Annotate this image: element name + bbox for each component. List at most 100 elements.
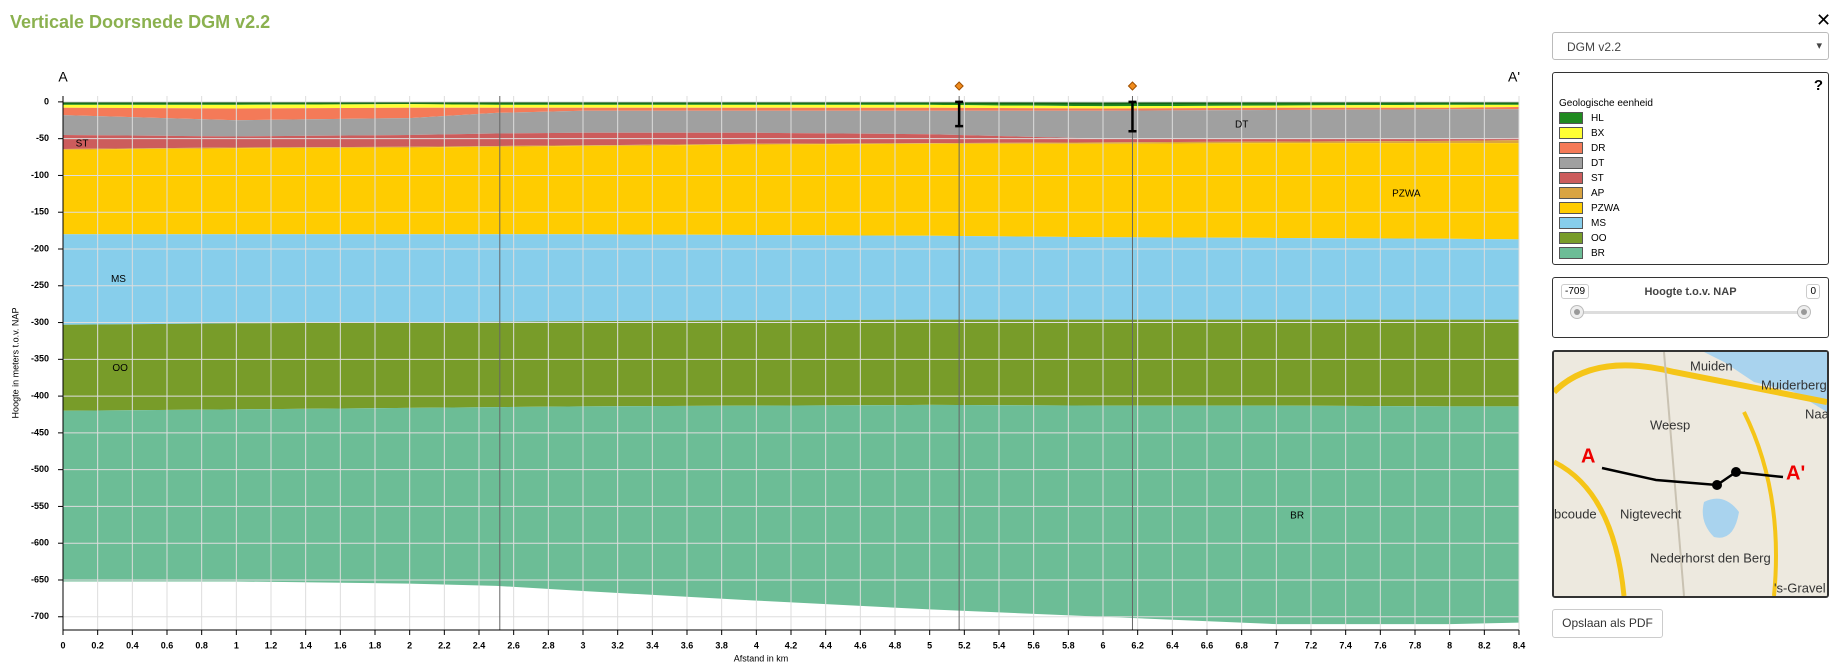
x-tick-label: 7.8	[1409, 640, 1422, 650]
slider-max[interactable]: 0	[1806, 284, 1820, 299]
legend-label: HL	[1591, 113, 1604, 124]
section-point	[1712, 480, 1722, 490]
map[interactable]: A A' Muiden Muiderberg Naa Weesp bcoude …	[1552, 350, 1829, 598]
x-tick-label: 0.8	[195, 640, 208, 650]
x-tick-label: 7.2	[1305, 640, 1318, 650]
slider-knob[interactable]	[1570, 305, 1584, 319]
slider-label: Hoogte t.o.v. NAP	[1644, 286, 1737, 298]
y-tick-label: -200	[31, 243, 49, 253]
layer-label: ST	[76, 138, 89, 149]
layer-label: DT	[1235, 119, 1248, 130]
place-label: bcoude	[1554, 506, 1597, 521]
x-tick-label: 3.4	[646, 640, 659, 650]
slider-track	[1577, 311, 1804, 314]
legend-entry: PZWA	[1559, 202, 1620, 216]
legend-label: MS	[1591, 218, 1606, 229]
place-label: Weesp	[1650, 417, 1690, 432]
legend-swatch	[1559, 142, 1583, 155]
legend-label: PZWA	[1591, 203, 1620, 214]
y-tick-label: -300	[31, 317, 49, 327]
legend-entry: HL	[1559, 112, 1604, 126]
x-tick-label: 7.6	[1374, 640, 1387, 650]
x-tick-label: 0	[60, 640, 65, 650]
legend-entry: ST	[1559, 172, 1604, 186]
legend-swatch	[1559, 172, 1583, 185]
y-tick-label: -700	[31, 611, 49, 621]
y-tick-label: -550	[31, 501, 49, 511]
height-filter: -709 Hoogte t.o.v. NAP 0	[1552, 277, 1829, 338]
legend-entry: MS	[1559, 217, 1606, 231]
legend-label: AP	[1591, 188, 1605, 199]
save-pdf-button[interactable]: Opslaan als PDF	[1552, 609, 1663, 638]
layer-label: OO	[112, 363, 128, 374]
y-axis-label: Hoogte in meters t.o.v. NAP	[10, 308, 20, 419]
place-label: Nederhorst den Berg	[1650, 550, 1771, 565]
page-title: Verticale Doorsnede DGM v2.2	[10, 12, 271, 32]
borehole-marker	[954, 81, 964, 91]
x-tick-label: 3.2	[611, 640, 624, 650]
legend-swatch	[1559, 247, 1583, 260]
legend-entry: DR	[1559, 142, 1605, 156]
x-tick-label: 5	[927, 640, 932, 650]
legend-swatch	[1559, 202, 1583, 215]
road	[1554, 459, 1627, 596]
map-start: A	[1581, 445, 1595, 467]
y-tick-label: -50	[36, 133, 49, 143]
x-tick-label: 4.2	[785, 640, 798, 650]
legend-swatch	[1559, 112, 1583, 125]
help-button[interactable]: ?	[1813, 77, 1823, 94]
slider-knob[interactable]	[1797, 305, 1811, 319]
x-tick-label: 0.4	[126, 640, 139, 650]
place-label: Muiden	[1690, 358, 1733, 373]
x-tick-label: 5.8	[1062, 640, 1075, 650]
x-tick-label: 6	[1100, 640, 1105, 650]
x-tick-label: 4.8	[889, 640, 902, 650]
place-label: Nigtevecht	[1620, 506, 1682, 521]
x-tick-label: 2.8	[542, 640, 555, 650]
borehole-marker	[1127, 81, 1138, 91]
x-tick-label: 6.2	[1131, 640, 1144, 650]
legend-label: DT	[1591, 158, 1605, 169]
road	[1554, 362, 1827, 405]
grid	[62, 96, 1520, 630]
borehole	[955, 100, 964, 128]
road	[1663, 352, 1685, 596]
slider-min[interactable]: -709	[1561, 284, 1590, 299]
close-button[interactable]: ✕	[1816, 10, 1832, 30]
x-tick-label: 2	[407, 640, 412, 650]
x-tick-label: 5.4	[993, 640, 1006, 650]
legend-label: DR	[1591, 143, 1606, 154]
legend: ? Geologische eenheid HL BX DR DT ST AP PZWA MS…	[1552, 72, 1829, 265]
y-tick-label: -500	[31, 464, 49, 474]
y-tick-label: -250	[31, 280, 49, 290]
x-tick-label: 1	[234, 640, 239, 650]
borehole	[1128, 100, 1137, 133]
x-tick-label: 1.4	[299, 640, 312, 650]
model-select[interactable]: DGM v2.2	[1552, 32, 1829, 60]
water	[1702, 498, 1739, 538]
x-tick-label: 0.2	[91, 640, 104, 650]
section-point	[1731, 467, 1741, 477]
x-tick-label: 8	[1447, 640, 1452, 650]
x-tick-label: 6.4	[1166, 640, 1179, 650]
x-tick-label: 1.2	[265, 640, 278, 650]
x-tick-label: 7.4	[1339, 640, 1352, 650]
legend-swatch	[1559, 157, 1583, 170]
place-label: Naa	[1805, 406, 1827, 421]
legend-entry: DT	[1559, 157, 1604, 171]
x-tick-label: 3	[580, 640, 585, 650]
x-tick-label: 5.2	[958, 640, 971, 650]
y-tick-label: -600	[31, 538, 49, 548]
geologic-layer	[63, 107, 1519, 121]
x-tick-label: 4	[754, 640, 759, 650]
x-tick-label: 2.4	[473, 640, 486, 650]
x-axis-label: Afstand in km	[734, 653, 789, 663]
legend-label: BR	[1591, 248, 1605, 259]
legend-label: OO	[1591, 233, 1607, 244]
y-tick-label: 0	[44, 96, 49, 106]
x-tick-label: 1.8	[369, 640, 382, 650]
legend-swatch	[1559, 217, 1583, 230]
legend-entry: BR	[1559, 247, 1605, 261]
layer-label: MS	[111, 274, 126, 285]
